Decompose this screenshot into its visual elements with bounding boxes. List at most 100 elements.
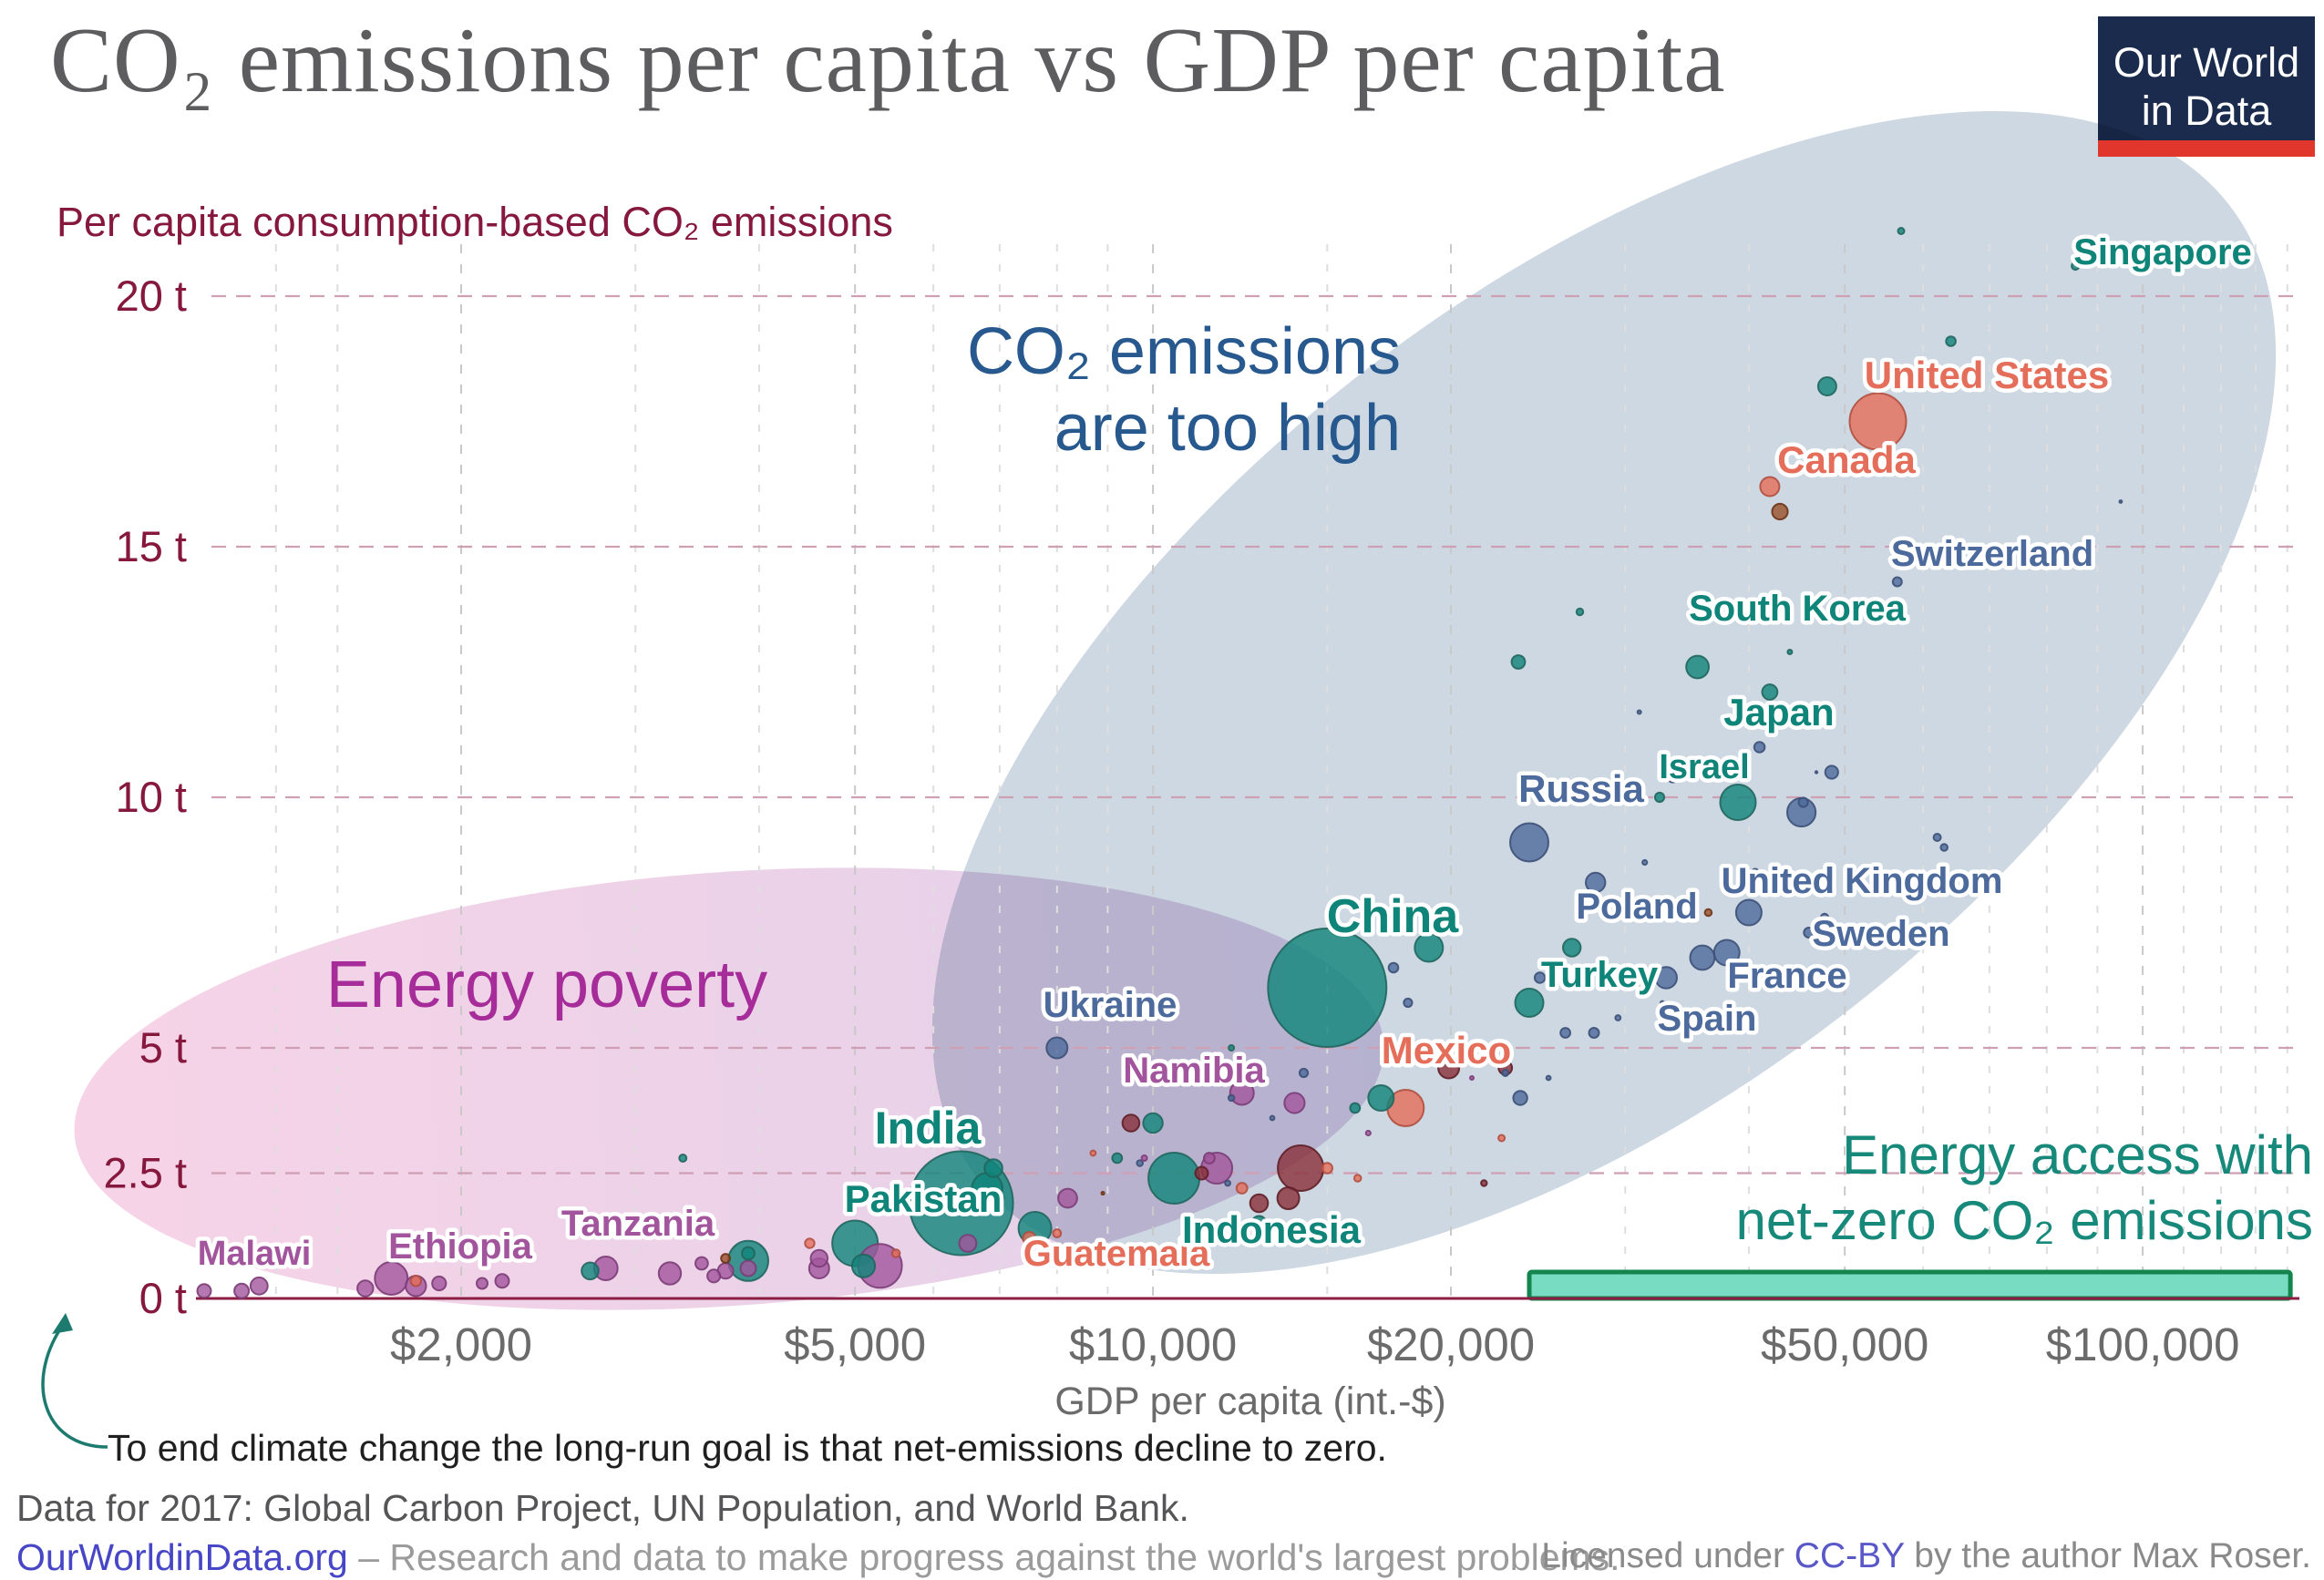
- country-dot-estonia[interactable]: [1636, 709, 1642, 715]
- country-dot-burkina-faso[interactable]: [431, 1275, 447, 1292]
- country-dot-cote-d-ivoire[interactable]: [739, 1259, 757, 1277]
- country-dot-australia[interactable]: [1771, 502, 1789, 521]
- country-dot-portugal[interactable]: [1588, 1027, 1600, 1039]
- country-dot-malaysia[interactable]: [1562, 938, 1582, 958]
- country-dot-bahrain[interactable]: [1786, 649, 1794, 655]
- country-dot-morocco[interactable]: [1057, 1187, 1078, 1209]
- owid-logo[interactable]: Our World in Data: [2098, 16, 2315, 157]
- country-dot-israel[interactable]: [1653, 791, 1666, 804]
- country-dot-sweden[interactable]: [1803, 927, 1815, 939]
- country-dot-kyrgyzstan[interactable]: [678, 1154, 688, 1163]
- country-dot-china[interactable]: [1267, 928, 1388, 1048]
- country-dot-brazil[interactable]: [1277, 1144, 1325, 1192]
- country-dot-costa-rica[interactable]: [1352, 1174, 1363, 1183]
- owid-site-link[interactable]: OurWorldinData.org: [16, 1536, 348, 1578]
- country-dot-italy[interactable]: [1689, 944, 1716, 971]
- country-dot-slovakia[interactable]: [1621, 963, 1631, 972]
- country-dot-iceland[interactable]: [1814, 770, 1819, 775]
- country-dot-malawi[interactable]: [196, 1283, 212, 1299]
- country-dot-taiwan[interactable]: [1761, 683, 1779, 701]
- country-dot-malta[interactable]: [1707, 1021, 1712, 1025]
- country-dot-sri-lanka[interactable]: [1250, 1215, 1268, 1232]
- country-dot-honduras[interactable]: [804, 1237, 816, 1249]
- country-dot-mozambique[interactable]: [249, 1276, 269, 1296]
- country-dot-algeria[interactable]: [1283, 1092, 1306, 1114]
- country-dot-namibia[interactable]: [1140, 1154, 1148, 1162]
- country-dot-georgia[interactable]: [1136, 1159, 1144, 1167]
- country-dot-albania[interactable]: [1224, 1179, 1231, 1187]
- country-dot-bulgaria[interactable]: [1403, 997, 1414, 1009]
- country-dot-new-zealand[interactable]: [1703, 908, 1713, 918]
- country-dot-singapore[interactable]: [2071, 261, 2081, 272]
- country-dot-argentina[interactable]: [1437, 1056, 1461, 1080]
- country-dot-oman[interactable]: [1575, 607, 1585, 617]
- country-dot-el-salvador[interactable]: [1052, 1228, 1063, 1238]
- country-dot-fiji[interactable]: [1100, 1190, 1105, 1196]
- country-dot-czechia[interactable]: [1666, 771, 1679, 784]
- country-dot-iraq[interactable]: [1142, 1112, 1164, 1134]
- country-dot-switzerland[interactable]: [1891, 576, 1903, 588]
- country-dot-peru[interactable]: [1249, 1193, 1270, 1214]
- country-dot-united-arab-emirates[interactable]: [1945, 335, 1957, 347]
- country-dot-slovenia[interactable]: [1641, 858, 1649, 867]
- country-dot-finland[interactable]: [1750, 867, 1760, 877]
- country-dot-ireland[interactable]: [1939, 843, 1949, 852]
- country-dot-iran[interactable]: [1414, 932, 1445, 963]
- country-dot-bosnia-and-herzegovina[interactable]: [1227, 1093, 1236, 1103]
- country-dot-rwanda[interactable]: [476, 1277, 488, 1290]
- country-dot-south-africa[interactable]: [1229, 1080, 1255, 1106]
- country-dot-ukraine[interactable]: [1045, 1036, 1069, 1060]
- country-dot-spain[interactable]: [1654, 966, 1678, 990]
- country-dot-moldova[interactable]: [907, 1199, 916, 1207]
- country-dot-austria[interactable]: [1797, 796, 1809, 808]
- cc-by-link[interactable]: CC-BY: [1794, 1536, 1905, 1575]
- country-dot-angola[interactable]: [958, 1234, 978, 1253]
- country-dot-greece[interactable]: [1533, 971, 1547, 984]
- country-dot-turkey[interactable]: [1514, 988, 1545, 1018]
- country-dot-jamaica[interactable]: [1089, 1149, 1097, 1157]
- country-dot-laos[interactable]: [994, 1193, 1005, 1204]
- country-dot-botswana[interactable]: [1364, 1129, 1372, 1137]
- country-dot-papua-new-guinea[interactable]: [720, 1253, 731, 1264]
- country-dot-uzbekistan[interactable]: [983, 1158, 1003, 1178]
- country-dot-poland[interactable]: [1585, 871, 1607, 894]
- country-dot-venezuela[interactable]: [1121, 1113, 1141, 1133]
- country-dot-serbia[interactable]: [1298, 1067, 1310, 1079]
- country-dot-guatemala[interactable]: [1022, 1231, 1037, 1246]
- country-dot-saudi-arabia[interactable]: [1816, 376, 1837, 396]
- country-dot-tunisia[interactable]: [1203, 1152, 1216, 1164]
- country-dot-ecuador[interactable]: [1194, 1165, 1209, 1181]
- country-dot-kuwait[interactable]: [1897, 227, 1906, 235]
- country-dot-haiti[interactable]: [409, 1275, 422, 1288]
- country-dot-russia[interactable]: [1509, 822, 1549, 863]
- country-dot-colombia[interactable]: [1276, 1186, 1301, 1210]
- country-dot-norway[interactable]: [1932, 833, 1942, 842]
- country-dot-zambia[interactable]: [706, 1268, 722, 1284]
- country-dot-madagascar[interactable]: [356, 1279, 375, 1298]
- country-dot-cambodia[interactable]: [741, 1246, 756, 1261]
- country-dot-kenya[interactable]: [657, 1261, 683, 1286]
- country-dot-japan[interactable]: [1719, 784, 1757, 821]
- country-dot-thailand[interactable]: [1367, 1084, 1395, 1112]
- country-dot-belgium[interactable]: [1753, 741, 1766, 754]
- country-dot-croatia[interactable]: [1501, 1069, 1510, 1077]
- country-dot-ethiopia[interactable]: [374, 1261, 409, 1296]
- country-dot-kazakhstan[interactable]: [1510, 654, 1527, 670]
- country-dot-indonesia[interactable]: [1147, 1152, 1201, 1205]
- country-dot-ghana[interactable]: [809, 1248, 829, 1268]
- country-dot-netherlands[interactable]: [1824, 764, 1839, 780]
- country-dot-panama[interactable]: [1497, 1134, 1506, 1143]
- country-dot-jordan[interactable]: [1111, 1152, 1124, 1164]
- country-dot-united-states[interactable]: [1848, 392, 1908, 451]
- country-dot-lithuania[interactable]: [1614, 1014, 1622, 1021]
- country-dot-senegal[interactable]: [694, 1256, 709, 1271]
- country-dot-mali[interactable]: [494, 1273, 510, 1289]
- country-dot-canada[interactable]: [1759, 476, 1781, 498]
- country-dot-uruguay[interactable]: [1480, 1179, 1488, 1187]
- country-dot-latvia[interactable]: [1545, 1074, 1552, 1082]
- country-dot-mongolia[interactable]: [1228, 1044, 1236, 1052]
- country-dot-myanmar[interactable]: [850, 1253, 877, 1278]
- country-dot-north-macedonia[interactable]: [1269, 1114, 1276, 1122]
- country-dot-niger[interactable]: [233, 1282, 251, 1299]
- country-dot-south-korea[interactable]: [1685, 654, 1710, 680]
